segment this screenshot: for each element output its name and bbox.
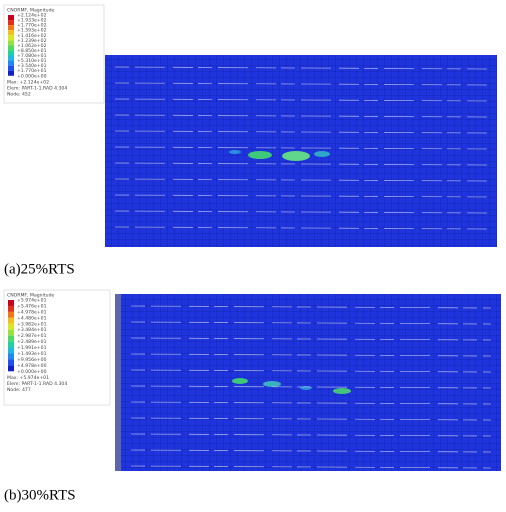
legend-swatch: [8, 311, 14, 318]
legend-swatch: [8, 353, 14, 360]
legends: CNORMF, Magnitude+2.124e+02+1.933e+02+1.…: [3, 4, 111, 406]
streak: [130, 417, 492, 421]
legend-swatch: [8, 55, 14, 61]
streak: [114, 162, 488, 166]
legend-label: +4.480e+01: [17, 315, 47, 321]
streak: [114, 114, 488, 118]
legend-swatch: [8, 317, 14, 324]
legend: CNORMF, Magnitude+2.124e+02+1.933e+02+1.…: [3, 4, 105, 104]
legend-label: +1.239e+02: [17, 38, 47, 44]
legend-swatch: [8, 359, 14, 366]
legend-swatch: [8, 329, 14, 336]
streak: [130, 305, 492, 309]
legend-swatch: [8, 15, 14, 21]
legend-swatch: [8, 300, 14, 306]
legend-footer: Elem: PART-1-1.RAD 4.304: [7, 381, 67, 387]
streak: [114, 130, 488, 134]
legend-swatch: [8, 35, 14, 41]
legend-label: +4.978e+00: [17, 363, 47, 369]
legend-label: +1.991e+01: [17, 345, 47, 351]
legend-label: +8.850e+01: [17, 48, 47, 54]
legend-footer: Max: +2.124e+02: [7, 79, 49, 85]
streak: [130, 353, 492, 357]
legend-swatch: [8, 60, 14, 66]
streak: [130, 385, 492, 389]
streak: [130, 433, 492, 437]
legend-swatch: [8, 323, 14, 330]
streak: [114, 178, 488, 182]
legend-label: +2.124e+02: [17, 13, 47, 19]
streak: [114, 194, 488, 198]
legend-label: +1.493e+01: [17, 351, 47, 357]
legend-label: +5.310e+01: [17, 58, 47, 64]
streak: [114, 98, 488, 102]
legend-label: +3.982e+01: [17, 321, 47, 327]
legend-label: +1.416e+02: [17, 33, 47, 39]
legend-title: CNORMF, Magnitude: [7, 293, 54, 299]
legend-label: +1.593e+02: [17, 28, 47, 34]
streak: [130, 321, 492, 325]
legend-footer: Elem: PART-1-1.RAD 4.304: [7, 85, 67, 91]
legend-label: +4.978e+01: [17, 309, 47, 315]
legend-box: [3, 289, 111, 406]
streak: [114, 66, 488, 70]
streak: [114, 210, 488, 214]
streak: [114, 226, 488, 230]
legend-label: +2.987e+01: [17, 333, 47, 339]
streak: [130, 465, 492, 469]
legend-label: +1.062e+02: [17, 43, 47, 49]
legend-swatch: [8, 365, 14, 372]
contour-plot-a: [105, 55, 497, 247]
legend-label: +0.000e+00: [17, 73, 47, 79]
contour-plot-b: [115, 294, 501, 471]
streak: [114, 82, 488, 86]
legend-swatch: [8, 50, 14, 56]
legend: CNORMF, Magnitude+5.974e+01+5.476e+01+4.…: [3, 289, 111, 406]
legend-swatch: [8, 20, 14, 26]
legend-swatch: [8, 25, 14, 31]
legend-label: +3.484e+01: [17, 327, 47, 333]
legend-title: CNORMF, Magnitude: [7, 8, 54, 14]
legend-footer: Max: +5.974e+01: [7, 375, 49, 381]
legend-swatch: [8, 30, 14, 36]
streaks: [114, 66, 492, 469]
legend-label: +1.933e+02: [17, 18, 47, 24]
legend-footer: Node: 452: [7, 91, 31, 97]
legend-swatch: [8, 335, 14, 342]
legend-swatch: [8, 341, 14, 348]
legend-swatch: [8, 40, 14, 46]
legend-swatch: [8, 70, 14, 76]
legend-label: +0.000e+00: [17, 369, 47, 375]
legend-label: +5.974e+01: [17, 298, 47, 304]
legend-footer: Node: 477: [7, 387, 31, 393]
legend-label: +5.476e+01: [17, 303, 47, 309]
legend-label: +9.956e+00: [17, 357, 47, 363]
legend-swatch: [8, 347, 14, 354]
caption: (b)30%RTS: [4, 487, 76, 503]
legend-label: +7.080e+01: [17, 53, 47, 59]
streak: [130, 337, 492, 341]
streak: [130, 449, 492, 453]
legend-swatch: [8, 65, 14, 71]
caption: (a)25%RTS: [4, 261, 75, 277]
legend-label: +2.489e+01: [17, 339, 47, 345]
legend-swatch: [8, 305, 14, 312]
legend-label: +3.540e+01: [17, 63, 47, 69]
streak: [114, 146, 488, 150]
streak: [130, 401, 492, 405]
streak: [130, 369, 492, 373]
legend-label: +1.770e+01: [17, 68, 47, 74]
legend-box: [3, 4, 105, 104]
legend-swatch: [8, 45, 14, 51]
legend-label: +1.770e+02: [17, 23, 47, 29]
